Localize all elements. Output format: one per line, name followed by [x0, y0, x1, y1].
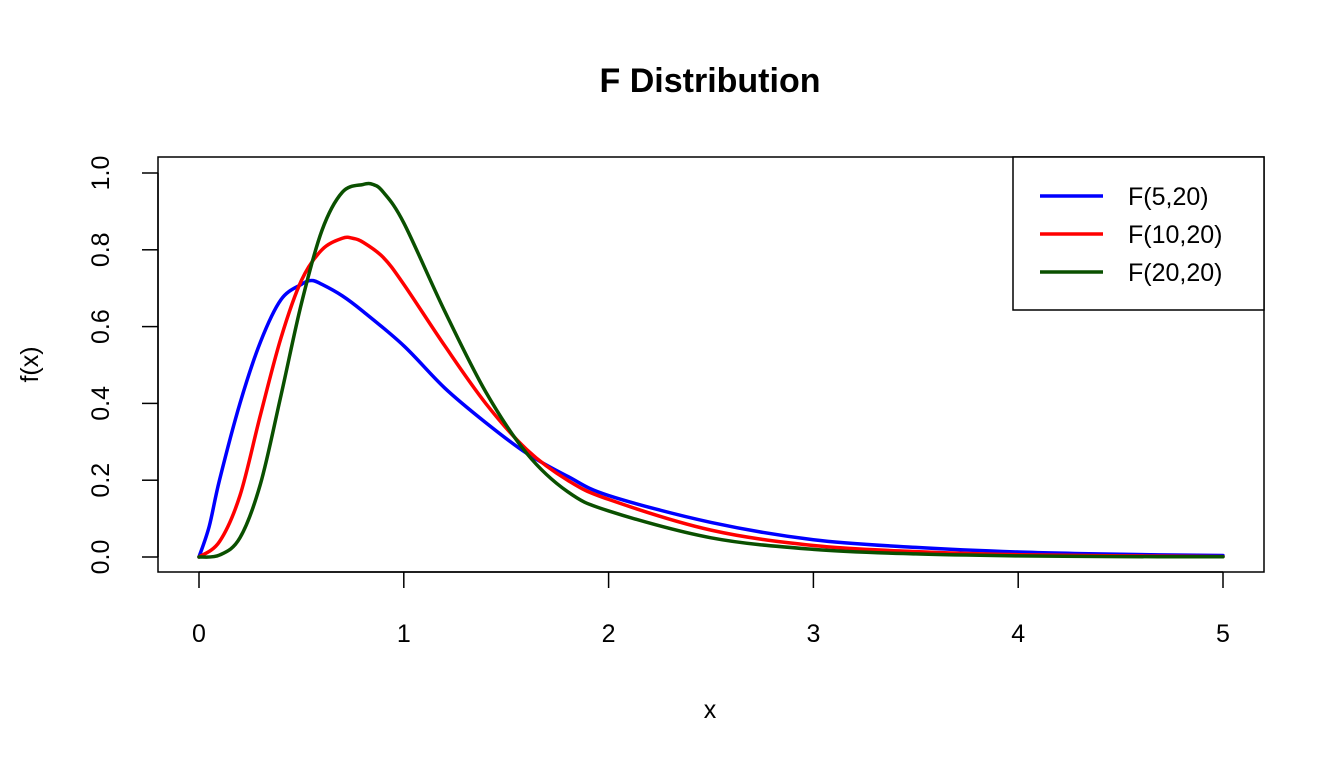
y-tick-label: 1.0 — [87, 156, 115, 191]
x-axis-label: x — [704, 696, 717, 724]
y-tick-label: 0.0 — [87, 540, 115, 575]
y-tick-label: 0.2 — [87, 463, 115, 498]
legend-label-3: F(20,20) — [1128, 259, 1222, 287]
x-axis: 0 1 2 3 4 5 — [192, 571, 1230, 648]
legend-label-2: F(10,20) — [1128, 221, 1222, 249]
y-axis: 0.0 0.2 0.4 0.6 0.8 1.0 — [87, 156, 159, 575]
y-tick-label: 0.4 — [87, 386, 115, 421]
legend-label-1: F(5,20) — [1128, 183, 1209, 211]
curves-group — [197, 181, 1225, 559]
y-tick-label: 0.8 — [87, 232, 115, 267]
series-line-1 — [197, 278, 1225, 559]
chart-title: F Distribution — [600, 62, 821, 100]
x-tick-label: 2 — [602, 620, 616, 648]
series-line-3 — [197, 181, 1225, 559]
x-tick-label: 4 — [1011, 620, 1025, 648]
x-tick-label: 3 — [806, 620, 820, 648]
y-axis-label: f(x) — [16, 346, 44, 382]
series-line-2 — [197, 235, 1225, 559]
x-tick-label: 1 — [397, 620, 411, 648]
legend-items: F(5,20) F(10,20) F(20,20) — [1040, 183, 1222, 287]
x-tick-label: 5 — [1216, 620, 1230, 648]
legend: F(5,20) F(10,20) F(20,20) — [1012, 156, 1265, 311]
y-tick-label: 0.6 — [87, 309, 115, 344]
x-tick-label: 0 — [192, 620, 206, 648]
